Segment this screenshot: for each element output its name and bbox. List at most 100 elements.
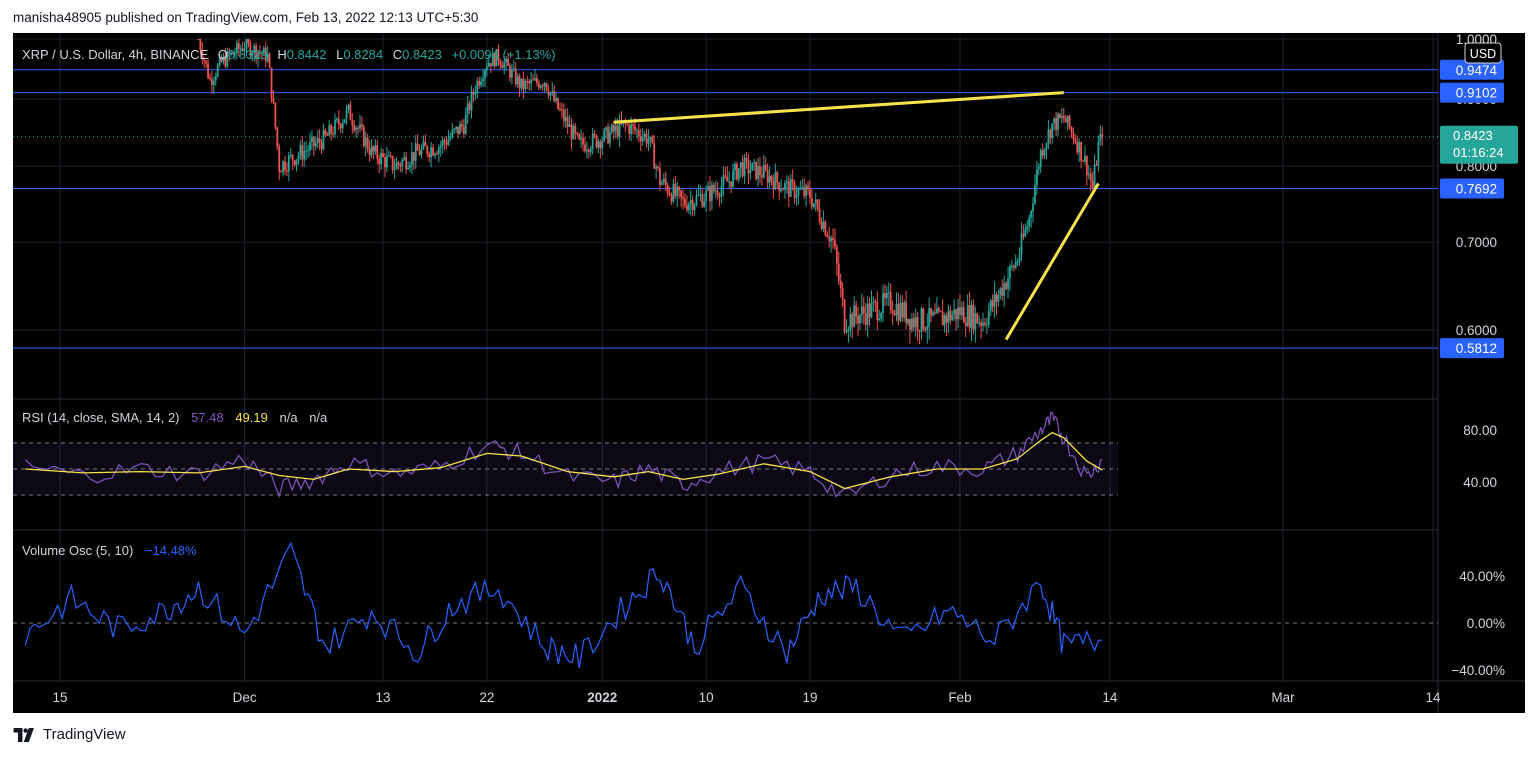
candle-body	[920, 308, 923, 332]
candle-body	[722, 175, 725, 186]
candle-body	[466, 103, 469, 115]
level-tag-bg	[1440, 178, 1504, 199]
candle-body	[764, 164, 767, 170]
candle-body	[434, 153, 436, 156]
candle-body	[207, 63, 209, 78]
candle-body	[1097, 141, 1100, 166]
candle-body	[282, 161, 284, 173]
candle-body	[1039, 150, 1042, 168]
currency-badge[interactable]: USD	[1464, 42, 1502, 64]
candle-body	[595, 135, 598, 148]
candle-body	[987, 311, 990, 325]
candle-body	[510, 69, 513, 78]
candle-body	[345, 109, 348, 120]
candle-body	[374, 145, 377, 152]
trendlines[interactable]	[613, 91, 1100, 341]
rsi-tick-label: 80.00	[1463, 423, 1497, 438]
candle-body	[270, 67, 273, 98]
price-tick-label: 0.7000	[1456, 235, 1497, 250]
candle-body	[597, 141, 600, 148]
candle-body	[593, 133, 596, 136]
candle-body	[610, 124, 613, 133]
candle-body	[843, 300, 846, 332]
candle-body	[316, 138, 319, 143]
candle-body	[701, 194, 704, 207]
candle-body	[607, 127, 609, 144]
candle-body	[480, 81, 483, 86]
volosc-legend[interactable]: Volume Osc (5, 10) −14.48%	[22, 543, 197, 558]
candle-body	[830, 237, 833, 242]
candle-body	[334, 119, 336, 135]
time-axis[interactable]: 15 Dec 13 22 2022 10 19 Feb 14 Mar 14	[52, 690, 1441, 705]
candle-body	[212, 80, 215, 86]
candle-body	[922, 308, 925, 329]
candle-body	[887, 292, 890, 294]
candle-body	[705, 190, 708, 202]
candle-body	[1053, 118, 1056, 124]
candle-body	[484, 70, 486, 79]
candle-body	[878, 318, 881, 320]
candle-body	[312, 136, 315, 147]
candle-body	[776, 172, 779, 183]
candle-body	[635, 130, 638, 132]
candle-body	[326, 134, 329, 136]
candle-body	[941, 311, 944, 326]
candle-body	[766, 169, 769, 183]
candle-body	[291, 154, 294, 161]
candle-body	[524, 80, 527, 90]
candle-body	[587, 149, 590, 152]
candle-body	[462, 126, 465, 134]
volosc-tick-label: 40.00%	[1459, 569, 1505, 584]
candle-body	[637, 130, 640, 137]
candle-body	[247, 39, 250, 43]
symbol-legend[interactable]: XRP / U.S. Dollar, 4h, BINANCE O0.8329 H…	[22, 47, 556, 62]
candle-body	[885, 293, 888, 299]
candle-body	[639, 136, 642, 142]
candle-body	[339, 124, 342, 129]
candle-body	[324, 130, 327, 135]
candle-body	[585, 149, 588, 152]
candle-body	[659, 168, 661, 185]
candle-body	[584, 144, 586, 152]
candle-body	[807, 185, 809, 190]
candle-body	[1078, 141, 1081, 153]
vertical-grid	[59, 33, 1434, 681]
candle-body	[478, 80, 481, 86]
candle-body	[674, 183, 677, 196]
horizontal-levels[interactable]	[13, 69, 1438, 349]
candle-body	[384, 156, 386, 168]
candle-body	[634, 125, 636, 131]
candle-body	[1041, 150, 1044, 156]
candle-body	[570, 124, 573, 140]
candle-body	[364, 137, 367, 147]
candle-body	[386, 156, 388, 168]
candle-body	[834, 240, 836, 247]
candle-body	[461, 124, 463, 127]
candle-body	[934, 312, 936, 314]
volosc-legend-text: Volume Osc (5, 10) −14.48%	[22, 543, 197, 558]
candle-body	[991, 300, 994, 307]
candle-body	[328, 125, 331, 136]
candle-body	[1045, 143, 1048, 150]
candle-body	[1016, 261, 1019, 263]
candle-body	[543, 83, 546, 87]
publisher-line: manisha48905 published on TradingView.co…	[13, 10, 479, 25]
candle-body	[1018, 254, 1021, 262]
candle-body	[785, 181, 788, 183]
footer[interactable]: TradingView	[13, 726, 126, 743]
rsi-legend-text: RSI (14, close, SMA, 14, 2) 57.48 49.19 …	[22, 410, 328, 425]
candle-body	[551, 90, 554, 93]
candle-body	[272, 97, 275, 103]
time-tick-label: 2022	[587, 690, 617, 705]
candle-body	[945, 315, 948, 323]
indicator-axes: 80.00 40.00 40.00% 0.00% −40.00%	[1451, 423, 1505, 678]
candle-body	[743, 157, 746, 176]
candle-body	[443, 140, 446, 143]
rsi-legend[interactable]: RSI (14, close, SMA, 14, 2) 57.48 49.19 …	[22, 410, 328, 425]
candle-body	[718, 195, 721, 197]
candle-body	[691, 200, 694, 211]
time-tick-label: 15	[52, 690, 67, 705]
candle-body	[320, 142, 323, 150]
countdown-label: 01:16:24	[1453, 145, 1504, 160]
